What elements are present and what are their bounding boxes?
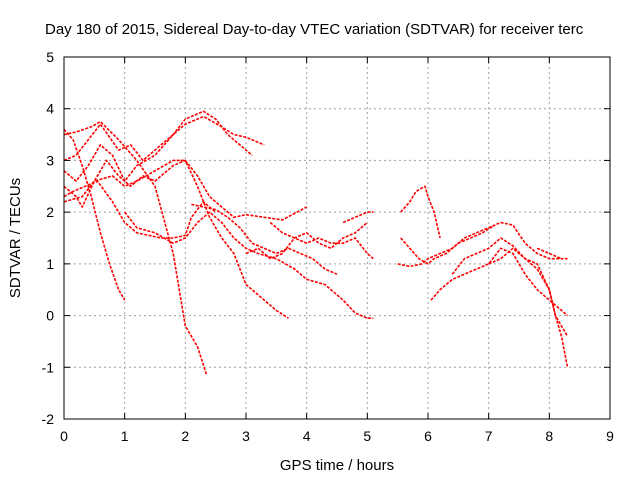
x-tick-label: 1 [121,428,129,444]
series-s6 [63,110,253,182]
series-s18 [488,247,569,368]
series-s10 [245,221,368,260]
ticks: 0 1 2 3 4 5 6 7 8 9 -2 -1 0 1 2 3 4 5 [42,49,615,444]
series-s17 [451,237,569,337]
y-tick-label: 2 [46,204,54,220]
series-s11 [269,221,374,260]
x-tick-label: 9 [606,428,614,444]
y-tick-label: 3 [46,152,54,168]
y-axis-label: SDTVAR / TECUs [7,178,24,298]
series-s16 [430,247,569,317]
series-s12 [342,211,374,224]
x-tick-label: 7 [485,428,493,444]
y-tick-label: 5 [46,49,54,65]
series-s19 [536,247,562,260]
series-s13 [397,221,568,268]
y-tick-label: -2 [42,411,55,427]
series-s5 [63,115,265,162]
series-s8 [124,211,374,320]
y-tick-label: 4 [46,101,54,117]
series-layer [63,110,569,376]
chart-title: Day 180 of 2015, Sidereal Day-to-day VTE… [45,21,584,38]
x-tick-label: 8 [545,428,553,444]
x-tick-label: 2 [181,428,189,444]
plot-frame [63,56,611,420]
y-tick-label: 0 [46,308,54,324]
series-s3 [63,180,217,239]
y-tick-label: -1 [42,359,55,375]
series-s7 [63,159,289,319]
series-s2 [63,120,208,376]
series-s4 [63,159,308,221]
x-tick-label: 0 [60,428,68,444]
series-s14 [400,224,496,265]
series-s15 [400,185,441,239]
x-tick-label: 3 [242,428,250,444]
grid [64,57,610,419]
x-axis-label: GPS time / hours [280,457,394,474]
x-tick-label: 6 [424,428,432,444]
series-s9 [191,203,338,275]
x-tick-label: 4 [303,428,311,444]
y-tick-label: 1 [46,256,54,272]
x-tick-label: 5 [363,428,371,444]
series-s1 [63,128,126,301]
